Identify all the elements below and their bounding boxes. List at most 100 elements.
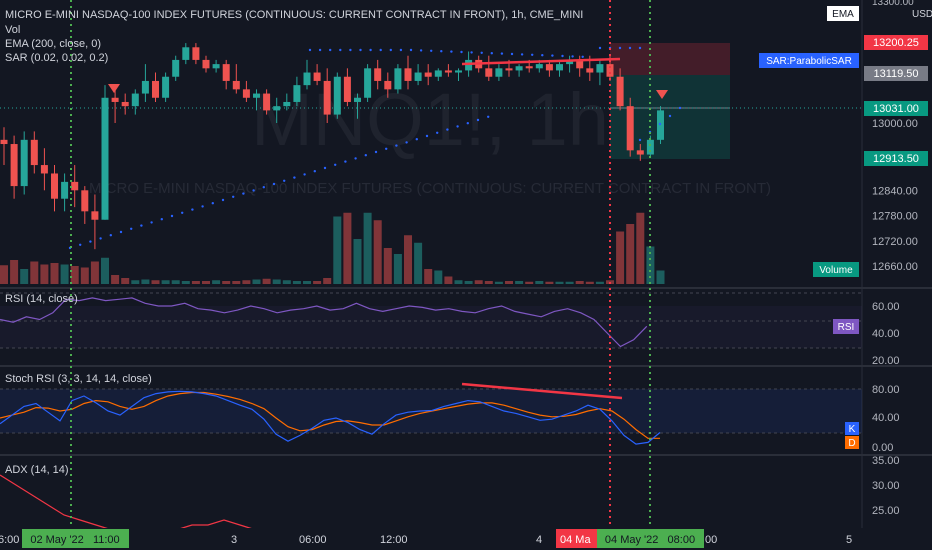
candle-body	[374, 68, 382, 81]
candle-body	[556, 64, 563, 71]
time-tick: 6:00	[0, 534, 19, 546]
candle-body	[384, 80, 392, 90]
candle-body	[444, 70, 452, 73]
target-price-tag	[864, 151, 928, 166]
sar-dot	[344, 160, 347, 163]
candle-body	[545, 64, 553, 71]
sar-dot	[334, 163, 337, 166]
candle-body	[91, 211, 99, 220]
indicator-ema[interactable]: EMA (200, close, 0)	[5, 38, 101, 50]
entry-price-label: 13031.00	[873, 103, 919, 115]
target-price-label: 12913.50	[873, 153, 919, 165]
candle-body	[30, 139, 38, 166]
stoch-divergence-line[interactable]	[461, 382, 623, 400]
indicator-vol[interactable]: Vol	[5, 24, 20, 36]
volume-bar	[404, 235, 412, 284]
volume-bar	[565, 281, 574, 284]
sar-dot	[638, 46, 642, 50]
sar-dot	[130, 227, 133, 230]
sar-dot	[450, 50, 453, 53]
sar-dot	[500, 52, 504, 55]
candle-body	[121, 101, 129, 107]
sar-dot	[313, 170, 316, 173]
stop-price-tag	[864, 35, 928, 50]
ema-badge-label: EMA	[832, 9, 854, 20]
candle-body	[414, 72, 422, 81]
candle-body	[10, 144, 18, 187]
sar-dot	[201, 205, 204, 208]
volume-bar	[535, 281, 544, 284]
rsi-band	[0, 306, 862, 348]
indicator-rsi[interactable]: RSI (14, close)	[5, 293, 78, 305]
sar-dot	[308, 48, 312, 52]
candle-body	[131, 93, 139, 107]
candle-body	[354, 97, 361, 102]
sar-dot	[293, 176, 296, 179]
volume-bar	[161, 280, 170, 284]
price-axis[interactable]: 13000.00 12840.00 12780.00 12720.00 12660.00	[872, 118, 918, 273]
candle-body	[313, 72, 321, 81]
volume-bar	[505, 281, 513, 284]
price-divergence-line[interactable]	[461, 57, 621, 66]
candle-body	[485, 68, 493, 77]
sar-dot	[480, 51, 483, 54]
adx-tick: 25.00	[872, 505, 900, 517]
sar-dot	[354, 157, 357, 160]
sar-dot	[598, 46, 602, 50]
candle-body	[141, 80, 149, 94]
sar-dot	[436, 131, 439, 134]
sar-dot	[531, 53, 534, 56]
sar-dot	[339, 48, 342, 52]
sell-signal-icon	[656, 90, 668, 99]
candle-body	[616, 76, 624, 107]
sar-dot	[119, 230, 123, 234]
sar-dot	[425, 134, 429, 138]
sar-dot	[385, 147, 388, 150]
sar-dot	[389, 48, 392, 52]
sar-dot	[618, 46, 622, 50]
indicator-sar[interactable]: SAR (0.02, 0.02, 0.2)	[5, 52, 108, 64]
candle-body	[364, 68, 372, 98]
date-tag-green-left	[22, 529, 129, 548]
volume-bar	[616, 231, 625, 284]
volume-bars	[0, 212, 665, 284]
candle-body	[636, 150, 644, 155]
currency-label[interactable]: USD	[912, 9, 932, 20]
candle-body	[222, 64, 230, 81]
candle-body	[465, 59, 473, 71]
sar-dot	[490, 52, 493, 55]
candle-body	[657, 110, 664, 140]
sar-dot	[638, 138, 642, 142]
position-stop-zone[interactable]	[610, 43, 730, 75]
sar-dot	[242, 192, 245, 195]
indicator-adx[interactable]: ADX (14, 14)	[5, 464, 69, 476]
stop-price-label: 13200.25	[873, 37, 919, 49]
candle-body	[596, 64, 604, 73]
sar-dot	[89, 240, 92, 243]
time-tick: 4	[536, 534, 542, 546]
candle-body	[626, 106, 634, 151]
candle-body	[212, 64, 220, 69]
indicator-stoch[interactable]: Stoch RSI (3, 3, 14, 14, close)	[5, 373, 152, 385]
sar-dot	[399, 48, 403, 52]
candle-body	[394, 68, 402, 90]
candle-body	[576, 59, 584, 69]
sar-dot	[571, 55, 574, 58]
date-tag-green-right	[597, 529, 704, 548]
candle-body	[566, 59, 574, 65]
sar-dot	[318, 48, 322, 52]
sar-dot	[561, 54, 564, 58]
volume-bar	[252, 279, 261, 284]
candle-body	[424, 72, 432, 77]
time-axis[interactable]	[0, 528, 932, 550]
volume-bar	[434, 270, 443, 284]
candle-body	[61, 181, 69, 199]
volume-bar	[60, 264, 69, 284]
sar-dot	[628, 46, 632, 50]
volume-bar	[313, 281, 322, 284]
volume-bar	[171, 280, 180, 284]
k-tag	[845, 422, 859, 435]
sar-dot	[409, 48, 413, 52]
candle-body	[434, 70, 442, 77]
